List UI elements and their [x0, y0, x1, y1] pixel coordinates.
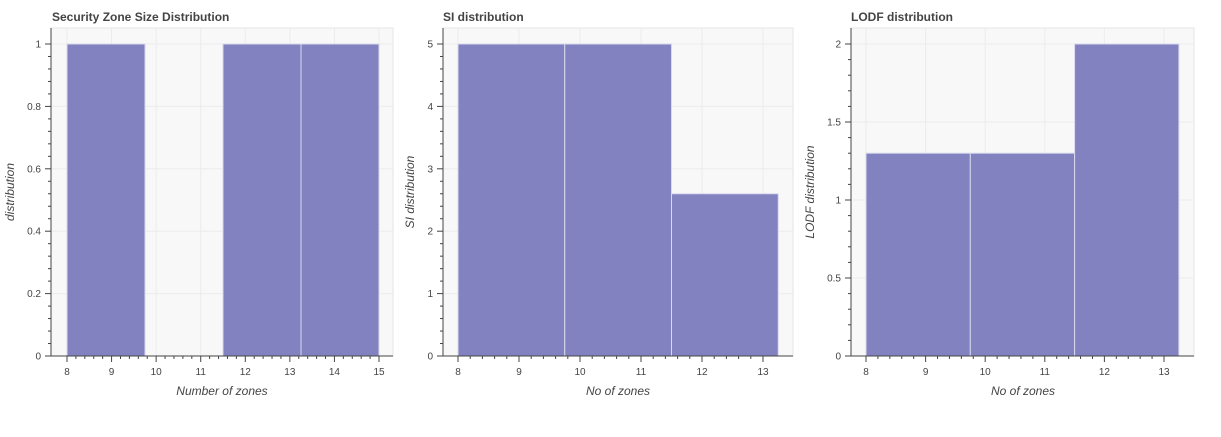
bar [300, 43, 380, 357]
bar [457, 43, 566, 357]
y-tick-label: 0.4 [27, 227, 41, 238]
axes: 8 9 10 11 12 13 14 15 0 0.2 0.4 0.6 0.8 1 [27, 28, 393, 378]
x-tick-label: 9 [516, 367, 522, 378]
y-tick-label: 0 [427, 352, 433, 363]
x-axis-label: No of zones [586, 384, 650, 398]
bars [865, 43, 1180, 357]
x-tick-label: 11 [636, 367, 647, 378]
chart-title: LODF distribution [851, 10, 953, 24]
x-tick-label: 10 [151, 367, 163, 378]
x-tick-label: 9 [923, 367, 929, 378]
x-tick-label: 11 [1040, 367, 1051, 378]
x-tick-label: 12 [696, 367, 708, 378]
x-tick-label: 14 [329, 367, 341, 378]
x-tick-label: 15 [373, 367, 385, 378]
bars [457, 43, 779, 357]
y-tick-label: 2 [835, 40, 841, 51]
y-axis-label: LODF distribution [803, 145, 817, 238]
x-tick-label: 12 [240, 367, 252, 378]
x-axis-label: No of zones [991, 384, 1055, 398]
bar [969, 152, 1076, 357]
chart-title: SI distribution [443, 10, 524, 24]
y-tick-label: 0.5 [827, 274, 841, 285]
chart-svg: Security Zone Size Distribution 8 9 10 11 12… [3, 10, 394, 398]
y-tick-label: 0 [835, 352, 841, 363]
x-axis-label: Number of zones [176, 384, 267, 398]
bar [564, 43, 672, 357]
y-tick-label: 1.5 [827, 118, 841, 129]
chart-panel-zone-size: Security Zone Size Distribution 8 9 10 11 12… [0, 0, 400, 437]
bar [222, 43, 302, 357]
x-tick-label: 10 [574, 367, 586, 378]
bar [66, 43, 146, 357]
bar [1074, 43, 1180, 357]
y-tick-label: 0.8 [27, 102, 41, 113]
bars [66, 43, 380, 357]
x-tick-label: 8 [455, 367, 461, 378]
y-tick-label: 5 [427, 40, 433, 51]
axes: 8 9 10 11 12 13 0 0.5 1 1.5 2 [827, 28, 1194, 378]
y-tick-label: 0.2 [27, 289, 41, 300]
x-tick-label: 12 [1099, 367, 1111, 378]
y-axis-label: SI distribution [403, 155, 417, 228]
chart-panel-si: SI distribution 8 9 10 11 12 13 0 1 2 3 4 5 No of z… [400, 0, 800, 437]
y-tick-label: 0.6 [27, 164, 41, 175]
bar [865, 152, 971, 357]
x-tick-label: 13 [1158, 367, 1170, 378]
x-tick-label: 13 [757, 367, 769, 378]
x-tick-label: 9 [109, 367, 115, 378]
bar [671, 193, 779, 357]
y-tick-label: 4 [427, 102, 433, 113]
x-tick-label: 13 [284, 367, 296, 378]
y-tick-label: 1 [427, 289, 433, 300]
y-axis-label: distribution [3, 163, 17, 221]
y-tick-label: 1 [835, 196, 841, 207]
x-tick-label: 10 [980, 367, 992, 378]
y-tick-label: 0 [35, 352, 41, 363]
chart-title: Security Zone Size Distribution [52, 10, 229, 24]
y-tick-label: 3 [427, 164, 433, 175]
chart-panel-lodf: LODF distribution 8 9 10 11 12 13 0 0.5 1 1.5 2 No… [800, 0, 1221, 437]
y-tick-label: 1 [35, 40, 41, 51]
x-tick-label: 8 [64, 367, 70, 378]
y-tick-label: 2 [427, 227, 433, 238]
x-tick-label: 11 [196, 367, 207, 378]
x-tick-label: 8 [863, 367, 869, 378]
chart-svg: LODF distribution 8 9 10 11 12 13 0 0.5 1 1.5 2 No… [803, 10, 1195, 398]
